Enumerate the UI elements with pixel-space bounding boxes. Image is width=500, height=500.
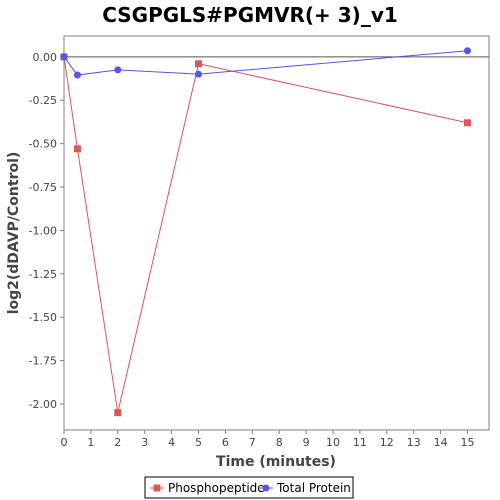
x-tick-label: 9 [303,436,310,449]
x-axis-ticks: 0 1 2 3 4 5 6 7 8 9 10 11 12 13 14 15 [61,430,474,449]
x-tick-label: 13 [407,436,421,449]
x-tick-label: 11 [353,436,367,449]
x-tick-label: 1 [87,436,94,449]
legend-total-protein-marker [262,484,270,492]
y-tick-label: -0.75 [29,181,57,194]
x-tick-label: 2 [114,436,121,449]
y-tick-label: -1.50 [29,311,57,324]
y-tick-label: -1.75 [29,355,57,368]
y-tick-label: -2.00 [29,398,57,411]
y-tick-label: -0.25 [29,94,57,107]
x-tick-label: 14 [434,436,448,449]
x-axis-label: Time (minutes) [216,454,336,470]
x-tick-label: 0 [61,436,68,449]
total-protein-point [194,70,202,78]
y-tick-label: -1.25 [29,268,57,281]
x-tick-label: 15 [460,436,474,449]
x-tick-label: 10 [326,436,340,449]
y-axis-ticks: 0.00 -0.25 -0.50 -0.75 -1.00 -1.25 -1.50 -1.75 -… [29,51,64,411]
x-tick-label: 7 [249,436,256,449]
plot-area [63,35,490,431]
total-protein-point [60,53,68,61]
phosphopeptide-point [194,60,202,68]
chart-title: CSGPGLS#PGMVR(+ 3)_v1 [102,3,398,27]
y-tick-label: 0.00 [33,51,58,64]
phosphopeptide-point [463,119,471,127]
y-axis-label: log2(dDAVP/Control) [6,152,22,315]
x-tick-label: 5 [195,436,202,449]
phosphopeptide-point [73,145,81,153]
x-tick-label: 3 [141,436,148,449]
legend-box [144,476,354,499]
x-tick-label: 6 [222,436,229,449]
y-tick-label: -0.50 [29,138,57,151]
phosphopeptide-point [114,409,122,417]
x-tick-label: 12 [380,436,394,449]
x-tick-label: 8 [276,436,283,449]
series-layer [60,47,471,417]
x-tick-label: 4 [168,436,175,449]
total-protein-point [114,66,122,74]
total-protein-point [73,71,81,79]
legend-phosphopeptide-marker [153,484,161,492]
total-protein-point [463,47,471,55]
legend: Phosphopeptide Total Protein [144,476,354,499]
y-tick-label: -1.00 [29,224,57,237]
legend-phosphopeptide-label: Phosphopeptide [168,481,265,495]
legend-total-protein-label: Total Protein [276,481,351,495]
